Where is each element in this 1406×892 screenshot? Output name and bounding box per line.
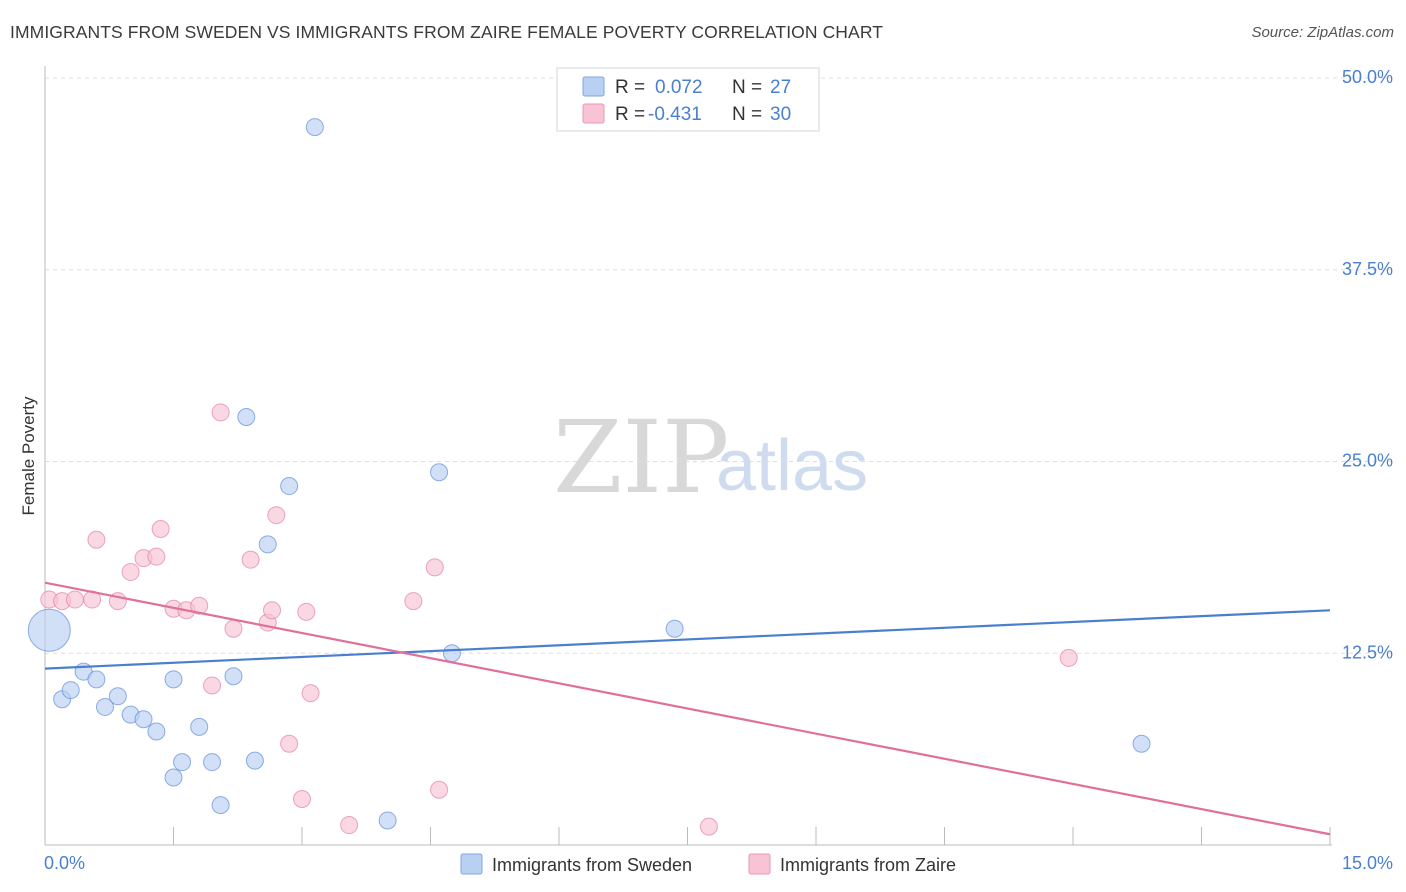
watermark-zip: ZIP	[553, 399, 729, 516]
point-sweden	[245, 751, 264, 770]
x-axis-ticks	[173, 827, 1331, 845]
point-sweden	[430, 463, 449, 482]
point-zaire	[190, 596, 209, 615]
point-sweden	[27, 608, 71, 652]
point-sweden	[258, 535, 277, 554]
point-sweden	[280, 477, 299, 496]
series-legend-swatch-zaire	[748, 853, 771, 875]
point-sweden	[1132, 734, 1151, 753]
point-sweden	[378, 811, 397, 830]
point-sweden	[147, 722, 166, 741]
point-sweden	[442, 644, 461, 663]
point-zaire	[404, 592, 423, 611]
y-tick-label: 12.5%	[1342, 642, 1393, 662]
x-tick-label-max: 15.0%	[1342, 853, 1393, 873]
point-sweden	[164, 768, 183, 787]
y-tick-label: 37.5%	[1342, 259, 1393, 279]
chart-title: IMMIGRANTS FROM SWEDEN VS IMMIGRANTS FRO…	[10, 22, 884, 42]
series-legend-swatch-sweden	[460, 853, 483, 875]
point-sweden	[164, 670, 183, 689]
point-zaire	[211, 403, 230, 422]
legend-n-label-sweden: N =	[732, 77, 762, 98]
point-zaire	[425, 558, 444, 577]
legend-r-value-zaire: -0.431	[648, 104, 702, 125]
point-zaire	[297, 602, 316, 621]
legend-n-value-zaire: 30	[770, 104, 791, 125]
y-tick-label: 25.0%	[1342, 451, 1393, 471]
point-zaire	[699, 817, 718, 836]
point-zaire	[263, 601, 282, 620]
point-zaire	[147, 547, 166, 566]
point-sweden	[108, 687, 127, 706]
data-points	[27, 118, 1151, 836]
series-legend-label-sweden: Immigrants from Sweden	[492, 855, 692, 875]
point-sweden	[665, 619, 684, 638]
source-label: Source: ZipAtlas.com	[1251, 24, 1394, 41]
y-axis-label: Female Poverty	[19, 396, 38, 516]
y-tick-label: 50.0%	[1342, 67, 1393, 87]
series-legend: Immigrants from Sweden Immigrants from Z…	[460, 853, 956, 875]
x-tick-label-min: 0.0%	[44, 853, 85, 873]
trend-line-sweden	[44, 609, 1331, 670]
y-axis-tick-labels: 12.5% 25.0% 37.5% 50.0%	[1342, 67, 1393, 662]
point-zaire	[340, 816, 359, 835]
point-sweden	[211, 796, 230, 815]
point-zaire	[65, 590, 84, 609]
point-zaire	[121, 562, 140, 581]
point-zaire	[151, 519, 170, 538]
legend-swatch-sweden	[582, 76, 605, 97]
watermark-atlas: atlas	[716, 426, 868, 506]
point-zaire	[267, 506, 286, 525]
point-sweden	[224, 667, 243, 686]
point-zaire	[87, 530, 106, 549]
point-zaire	[430, 780, 449, 799]
point-sweden	[87, 670, 106, 689]
point-sweden	[173, 753, 192, 772]
correlation-legend: R = 0.072 N = 27 R = -0.431 N = 30	[556, 67, 820, 132]
legend-r-value-sweden: 0.072	[655, 77, 703, 98]
point-zaire	[280, 734, 299, 753]
point-sweden	[237, 408, 256, 427]
point-zaire	[203, 676, 222, 695]
legend-n-value-sweden: 27	[770, 77, 791, 98]
watermark: ZIP atlas	[553, 399, 868, 516]
legend-swatch-zaire	[582, 103, 605, 124]
point-sweden	[305, 118, 324, 137]
point-sweden	[203, 753, 222, 772]
legend-r-label-zaire: R =	[615, 104, 645, 125]
trend-lines	[44, 581, 1331, 836]
point-sweden	[190, 717, 209, 736]
point-zaire	[1059, 648, 1078, 667]
point-sweden	[95, 697, 114, 716]
legend-r-label-sweden: R =	[615, 77, 645, 98]
series-legend-label-zaire: Immigrants from Zaire	[780, 855, 956, 875]
trend-line-zaire	[44, 581, 1331, 836]
point-zaire	[241, 550, 260, 569]
point-zaire	[301, 684, 320, 703]
point-sweden	[134, 710, 153, 729]
legend-n-label-zaire: N =	[732, 104, 762, 125]
point-sweden	[61, 681, 80, 700]
point-zaire	[293, 789, 311, 808]
point-zaire	[224, 619, 243, 638]
